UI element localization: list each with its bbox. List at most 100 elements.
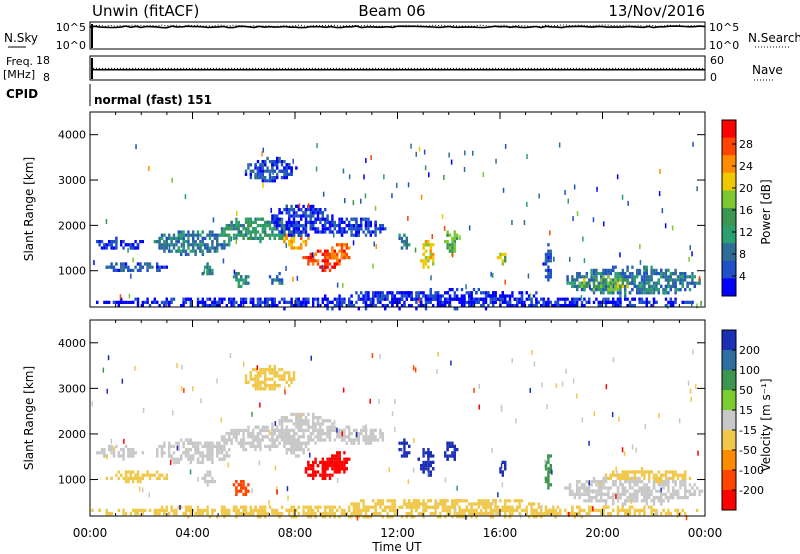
velocity-cell: [686, 496, 689, 500]
velocity-cell: [194, 444, 197, 448]
power-cell: [535, 304, 538, 308]
power-cell: [271, 163, 274, 167]
velocity-cell: [302, 428, 305, 432]
power-cell: [280, 160, 284, 164]
power-cell: [237, 281, 240, 285]
velocity-cell: [331, 460, 334, 464]
power-cell: [199, 246, 202, 250]
power-cell: [530, 300, 533, 304]
power-colorbar-frame: [721, 119, 737, 297]
power-cell: [247, 281, 250, 285]
power-cell: [626, 268, 629, 272]
power-cell: [290, 224, 293, 228]
velocity-cell: [235, 438, 238, 442]
velocity-cell: [218, 448, 221, 452]
velocity-cell: [259, 374, 262, 378]
velocity-cell: [204, 454, 207, 458]
velocity-cell: [151, 473, 154, 477]
velocity-cell: [592, 480, 596, 484]
power-cell: [208, 230, 212, 234]
power-cell: [244, 172, 248, 176]
power-cell: [319, 220, 322, 224]
power-cell: [482, 297, 485, 301]
power-cell: [652, 300, 656, 304]
velocity-cell: [208, 451, 212, 455]
power-cell: [451, 249, 454, 253]
power-cell: [549, 272, 552, 276]
power-cell: [268, 275, 272, 279]
velocity-cell: [223, 444, 226, 448]
velocity-cell: [316, 438, 320, 442]
power-cell: [156, 265, 159, 269]
velocity-cell: [273, 364, 276, 368]
velocity-cell: [621, 492, 624, 496]
power-cell: [345, 304, 348, 308]
power-cell: [432, 259, 435, 263]
velocity-cell: [422, 467, 425, 471]
velocity-cell: [290, 444, 293, 448]
power-cell: [367, 224, 370, 228]
velocity-cell: [609, 476, 612, 480]
power-cell: [326, 297, 329, 301]
power-cell: [228, 233, 231, 237]
power-cell: [566, 304, 569, 308]
velocity-cell: [600, 489, 603, 493]
power-cell: [319, 249, 322, 253]
velocity-cell: [199, 441, 202, 445]
power-cell: [640, 297, 644, 301]
power-cell: [681, 284, 684, 288]
power-cell: [324, 208, 327, 212]
power-cell: [465, 291, 468, 295]
power-cell: [410, 291, 413, 295]
power-cell: [304, 214, 308, 218]
velocity-cell: [645, 492, 648, 496]
power-cell: [688, 275, 692, 279]
power-cell: [312, 300, 315, 304]
power-cell: [639, 259, 642, 265]
power-cell: [511, 304, 514, 308]
velocity-cell: [204, 480, 207, 484]
power-cell: [432, 297, 435, 301]
power-cell: [576, 300, 579, 304]
power-cell: [261, 217, 264, 221]
power-cell: [168, 300, 171, 304]
power-cell: [285, 236, 288, 240]
velocity-cell: [424, 464, 428, 468]
velocity-cell: [604, 492, 608, 496]
power-cell: [127, 247, 129, 253]
power-cell: [472, 288, 476, 292]
power-cell: [342, 282, 344, 288]
power-cell: [652, 291, 656, 295]
power-cell: [470, 297, 473, 301]
power-cell: [396, 182, 398, 188]
power-cell: [261, 176, 264, 180]
power-cell: [621, 272, 624, 276]
power-cell: [453, 297, 456, 301]
power-cell: [208, 297, 212, 301]
velocity-cell: [187, 451, 190, 455]
velocity-cell: [381, 432, 384, 436]
velocity-cell: [288, 374, 291, 378]
velocity-cell: [242, 441, 245, 445]
velocity-cell: [424, 451, 428, 455]
power-cell: [235, 278, 238, 282]
power-cell: [276, 227, 279, 231]
power-cell: [290, 300, 293, 304]
velocity-cell: [681, 476, 684, 480]
velocity-cell: [372, 438, 375, 442]
power-cell: [288, 217, 291, 221]
velocity-cell: [688, 476, 692, 480]
velocity-cell: [146, 470, 149, 474]
velocity-cell: [309, 464, 312, 468]
power-cell: [374, 227, 377, 231]
power-cell: [316, 262, 320, 266]
velocity-cell: [348, 432, 351, 436]
power-cell: [578, 284, 581, 288]
velocity-cell: [141, 476, 144, 480]
power-cell: [621, 284, 624, 288]
power-cell: [206, 268, 209, 272]
power-cell: [163, 233, 166, 237]
velocity-cell: [326, 432, 329, 436]
power-cell: [633, 304, 636, 308]
